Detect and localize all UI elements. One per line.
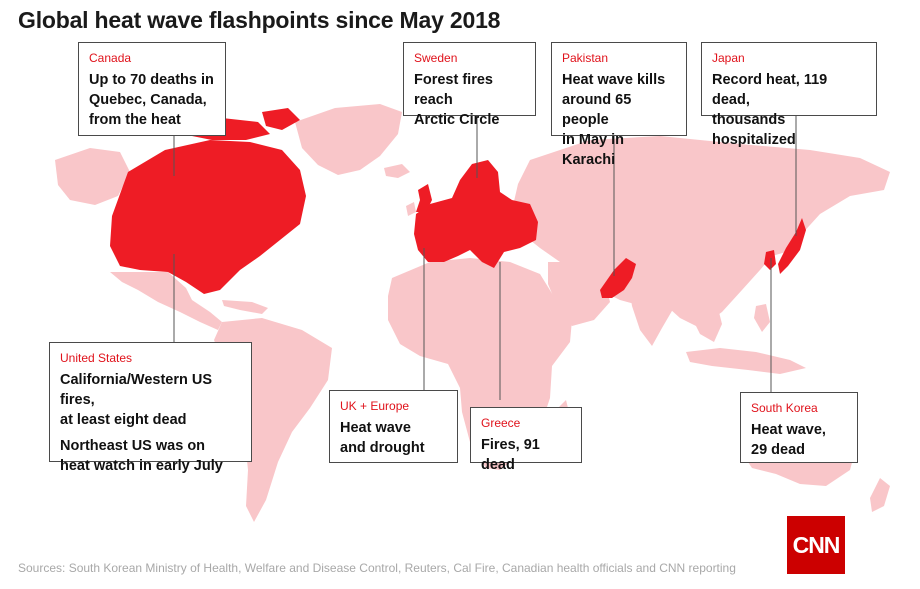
uk-shape	[416, 184, 432, 212]
north-america-affected-shape	[110, 140, 306, 294]
arctic-islands-2-shape	[262, 108, 300, 130]
japan-shape	[778, 218, 806, 274]
southeast-asia-shape	[690, 300, 722, 342]
callout-greece-text: Fires, 91 dead	[481, 437, 540, 473]
cnn-logo: CNN	[787, 516, 845, 574]
pakistan-shape	[600, 258, 636, 298]
cnn-logo-text: CNN	[792, 531, 841, 558]
indonesia-shape	[686, 348, 806, 374]
callout-uk-europe-text: Heat wave and drought	[340, 420, 425, 456]
mexico-shape	[110, 272, 222, 330]
sources-text: Sources: South Korean Ministry of Health…	[18, 561, 736, 575]
callout-south-korea-region: South Korea	[751, 401, 818, 415]
callout-uk-europe: UK + Europe Heat wave and drought	[329, 390, 458, 463]
europe-affected-shape	[414, 160, 538, 268]
callout-pakistan: Pakistan Heat wave kills around 65 peopl…	[551, 42, 687, 168]
philippines-shape	[754, 304, 770, 332]
map-title: Global heat wave flashpoints since May 2…	[18, 7, 501, 33]
callout-united-states-text-1: California/Western US fires, at least ei…	[60, 372, 213, 428]
ireland-shape	[406, 202, 416, 216]
callout-united-states-region: United States	[60, 351, 133, 365]
callout-japan-region: Japan	[712, 51, 745, 65]
callout-uk-europe-region: UK + Europe	[340, 399, 410, 413]
callout-japan-text: Record heat, 119 dead, thousands hospita…	[712, 72, 828, 148]
alaska-shape	[55, 148, 130, 205]
callout-japan: Japan Record heat, 119 dead, thousands h…	[701, 42, 877, 148]
callout-sweden-text: Forest fires reach Arctic Circle	[414, 72, 500, 128]
callout-south-korea: South Korea Heat wave, 29 dead	[740, 392, 858, 463]
callout-pakistan-region: Pakistan	[562, 51, 609, 65]
callout-sweden-region: Sweden	[414, 51, 458, 65]
greenland-shape	[295, 104, 402, 175]
callout-canada: Canada Up to 70 deaths in Quebec, Canada…	[78, 42, 226, 136]
callout-united-states-text-2: Northeast US was on heat watch in early …	[60, 438, 223, 474]
callout-sweden: Sweden Forest fires reach Arctic Circle	[403, 42, 536, 128]
callout-greece: Greece Fires, 91 dead	[470, 407, 582, 473]
callout-canada-region: Canada	[89, 51, 132, 65]
callout-united-states: United States California/Western US fire…	[49, 342, 252, 474]
callout-pakistan-text: Heat wave kills around 65 people in May …	[562, 72, 666, 168]
callout-greece-region: Greece	[481, 416, 521, 430]
caribbean-shape	[222, 300, 268, 314]
new-zealand-shape	[870, 478, 890, 512]
arabia-shape	[548, 262, 610, 326]
callout-south-korea-text: Heat wave, 29 dead	[751, 422, 826, 458]
iceland-shape	[384, 164, 410, 178]
india-shape	[628, 272, 680, 346]
callout-canada-text: Up to 70 deaths in Quebec, Canada, from …	[89, 72, 214, 128]
south-korea-shape	[764, 250, 776, 270]
